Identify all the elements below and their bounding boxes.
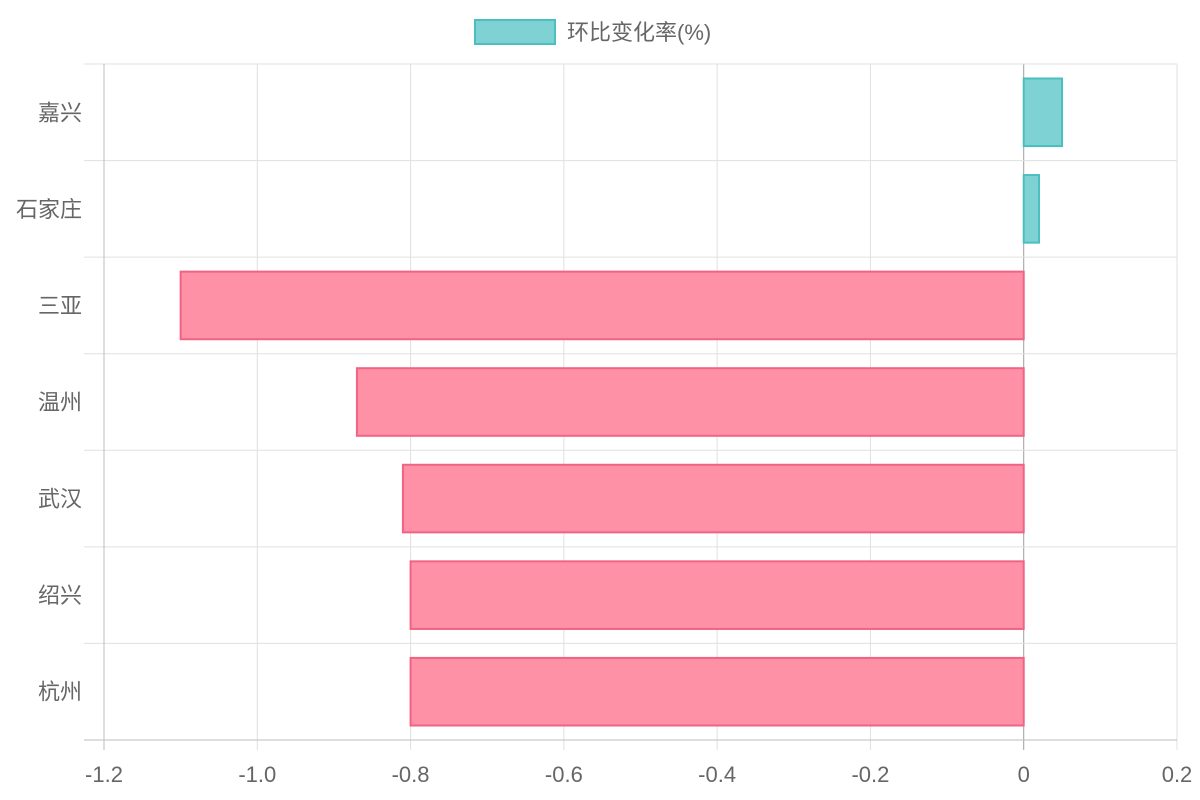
- x-tick-label: -0.6: [545, 762, 583, 787]
- x-tick-label: -1.0: [238, 762, 276, 787]
- y-category-label: 武汉: [38, 487, 82, 512]
- bar-三亚[interactable]: [179, 270, 1025, 341]
- legend-swatch: [474, 19, 556, 45]
- y-category-label: 嘉兴: [38, 100, 82, 125]
- y-category-label: 温州: [38, 390, 82, 415]
- x-tick-label: 0: [1018, 762, 1030, 787]
- x-tick-label: -0.2: [851, 762, 889, 787]
- y-category-label: 杭州: [38, 680, 82, 705]
- bars: [179, 77, 1064, 727]
- y-category-label: 石家庄: [16, 197, 82, 222]
- x-tick-label: -1.2: [85, 762, 123, 787]
- bar-嘉兴[interactable]: [1022, 77, 1064, 148]
- y-category-label: 绍兴: [38, 583, 82, 608]
- legend-label: 环比变化率(%): [567, 20, 711, 45]
- bar-武汉[interactable]: [401, 463, 1025, 534]
- bar-石家庄[interactable]: [1022, 174, 1041, 244]
- x-tick-label: -0.8: [392, 762, 430, 787]
- x-tick-label: -0.4: [698, 762, 736, 787]
- bar-温州[interactable]: [355, 367, 1025, 437]
- legend[interactable]: 环比变化率(%): [474, 19, 711, 45]
- y-category-label: 三亚: [38, 293, 82, 318]
- bar-杭州[interactable]: [409, 656, 1025, 727]
- tick-labels: -1.2 -1.0 -0.8 -0.6 -0.4 -0.2 0 0.2 嘉兴石家庄三亚温州武汉绍…: [16, 100, 1192, 787]
- x-tick-label: 0.2: [1162, 762, 1193, 787]
- bar-绍兴[interactable]: [409, 560, 1025, 630]
